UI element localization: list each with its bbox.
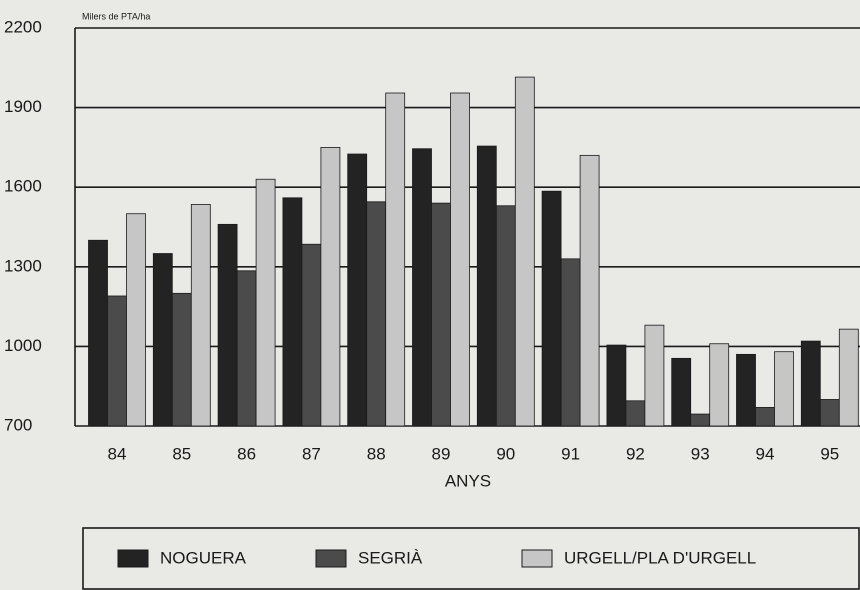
x-tick-label: 94 (756, 444, 775, 463)
bar (88, 239, 108, 427)
x-tick-label: 90 (496, 444, 515, 463)
bar (366, 201, 387, 427)
bar (819, 399, 840, 427)
y-tick-label: 1600 (4, 177, 42, 196)
y-tick-label: 1900 (4, 97, 42, 116)
bar (107, 295, 127, 427)
bar (255, 178, 276, 427)
bar (431, 202, 451, 427)
x-tick-label: 92 (626, 444, 645, 463)
bar (171, 292, 192, 427)
bar (625, 400, 646, 427)
legend-swatch (117, 549, 149, 568)
bar (412, 148, 432, 427)
bar (541, 190, 562, 427)
y-tick-label: 1300 (4, 256, 42, 275)
legend-label: NOGUERA (160, 548, 247, 567)
x-axis-label: ANYS (445, 471, 491, 490)
y-tick-label: 700 (4, 415, 32, 434)
bar (606, 344, 627, 427)
x-tick-label: 84 (108, 444, 127, 463)
x-tick-label: 93 (691, 444, 710, 463)
bar (495, 205, 516, 427)
y-tick-label: 1000 (4, 336, 42, 355)
x-tick-label: 85 (172, 444, 191, 463)
bar (126, 213, 146, 427)
bar (690, 413, 711, 427)
bar (282, 197, 303, 427)
bar (190, 204, 211, 427)
x-tick-label: 89 (432, 444, 451, 463)
x-tick-label: 86 (237, 444, 256, 463)
bar (736, 353, 756, 427)
bar (755, 407, 775, 427)
bar (709, 343, 730, 427)
legend-swatch (315, 549, 347, 568)
bar (838, 328, 859, 427)
bar (236, 270, 257, 427)
bar (152, 253, 173, 427)
y-axis-label: Milers de PTA/ha (82, 11, 150, 21)
x-tick-label: 87 (302, 444, 321, 463)
bar (560, 258, 581, 427)
legend-swatch (521, 549, 553, 568)
bar (320, 146, 341, 427)
bar (450, 92, 470, 427)
y-tick-label: 2200 (4, 17, 42, 36)
bar (514, 76, 535, 427)
legend-box (82, 527, 860, 590)
bar (347, 153, 368, 427)
x-tick-label: 95 (820, 444, 839, 463)
legend-label: URGELL/PLA D'URGELL (564, 548, 756, 567)
x-tick-label: 88 (367, 444, 386, 463)
legend-label: SEGRIÀ (358, 548, 423, 567)
bar (644, 324, 665, 427)
bar (671, 357, 692, 427)
bar (301, 243, 322, 427)
bar (800, 340, 821, 427)
bar (774, 351, 794, 427)
bar (476, 145, 497, 427)
bar (217, 223, 238, 427)
x-tick-label: 91 (561, 444, 580, 463)
bar (579, 154, 600, 427)
bar (385, 92, 406, 427)
